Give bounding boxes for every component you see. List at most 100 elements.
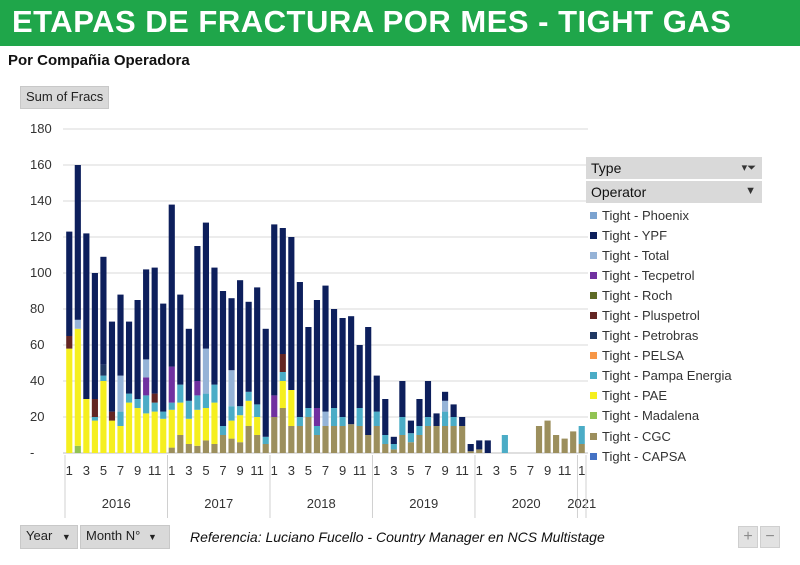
bar-segment — [185, 328, 192, 401]
bar-segment — [245, 391, 252, 401]
bar-segment — [459, 417, 466, 426]
bar-segment — [348, 424, 355, 453]
bar-segment — [211, 267, 218, 385]
bar-segment — [177, 384, 184, 403]
month-tick-label: 1 — [168, 463, 175, 478]
bar-segment — [125, 393, 133, 403]
bar-segment — [194, 395, 201, 410]
funnel-filter-icon[interactable]: ▾⏷ — [741, 162, 756, 174]
reference-note: Referencia: Luciano Fucello - Country Ma… — [190, 529, 605, 545]
bar-segment — [279, 408, 286, 453]
bar-segment — [143, 359, 150, 378]
bar-segment — [185, 418, 192, 444]
y-tick-label: 40 — [30, 373, 44, 388]
legend-swatch — [590, 251, 597, 259]
bar-segment — [160, 411, 167, 419]
bar-segment — [262, 444, 269, 453]
bar-segment — [83, 399, 90, 453]
bar-segment — [382, 444, 389, 453]
bar-segment — [561, 438, 568, 453]
legend-entry[interactable]: Tight - PELSA — [586, 346, 762, 366]
legend-entry[interactable]: Tight - Phoenix — [586, 205, 762, 225]
month-tick-label: 11 — [455, 463, 469, 478]
bar-segment — [450, 426, 457, 453]
bar-segment — [202, 408, 209, 441]
legend-swatch — [590, 372, 597, 380]
bar-segment — [194, 246, 201, 381]
month-tick-label: 7 — [219, 463, 226, 478]
bar-segment — [228, 370, 235, 407]
type-filter-button[interactable]: Type ▾⏷ — [586, 157, 762, 179]
bar-segment — [66, 348, 73, 453]
operator-filter-label: Operator — [591, 184, 647, 200]
bar-segment — [91, 273, 98, 399]
legend-entry[interactable]: Tight - PAE — [586, 386, 762, 406]
legend-entry[interactable]: Tight - Petrobras — [586, 326, 762, 346]
bar-segment — [245, 400, 252, 426]
chevron-down-icon[interactable]: ▼ — [745, 185, 756, 197]
bar-segment — [237, 442, 244, 453]
legend-entry[interactable]: Tight - Tecpetrol — [586, 265, 762, 285]
legend-entry[interactable]: Tight - Roch — [586, 285, 762, 305]
y-tick-label: 20 — [30, 409, 44, 424]
type-filter-label: Type — [591, 160, 622, 176]
bar-segment — [91, 417, 98, 421]
bar-segment — [296, 282, 303, 417]
legend-entry[interactable]: Tight - YPF — [586, 225, 762, 245]
bar-segment — [322, 426, 329, 453]
bar-segment — [271, 224, 278, 396]
bar-segment — [535, 426, 543, 453]
bar-segment — [279, 372, 286, 381]
month-tick-label: 3 — [493, 463, 500, 478]
bar-segment — [91, 420, 98, 453]
bar-segment — [373, 411, 380, 426]
month-tick-label: 11 — [558, 463, 572, 478]
bar-segment — [194, 445, 201, 453]
expand-plus-button[interactable]: + — [738, 526, 758, 548]
legend-label: Tight - Tecpetrol — [602, 267, 695, 283]
bar-segment — [151, 393, 158, 403]
bar-segment — [168, 447, 175, 453]
bar-segment — [185, 400, 192, 419]
bar-segment — [108, 321, 116, 412]
legend-entry[interactable]: Tight - Madalena — [586, 406, 762, 426]
bar-segment — [399, 417, 406, 435]
bar-segment — [416, 435, 423, 453]
month-tick-label: 5 — [407, 463, 414, 478]
month-tick-label: 3 — [83, 463, 90, 478]
operator-filter-button[interactable]: Operator ▼ — [586, 181, 762, 203]
month-tick-label: 5 — [510, 463, 517, 478]
legend-entry[interactable]: Tight - Pluspetrol — [586, 305, 762, 325]
legend-label: Tight - PAE — [602, 388, 668, 404]
month-tick-label: 1 — [373, 463, 380, 478]
collapse-minus-button[interactable]: − — [760, 526, 780, 548]
bar-segment — [125, 321, 133, 394]
month-tick-label: 11 — [250, 463, 264, 478]
month-axis-button[interactable]: Month N° ▼ — [80, 525, 170, 549]
legend-entry[interactable]: Tight - CAPSA — [586, 446, 762, 466]
legend-swatch — [590, 452, 597, 460]
bar-segment — [305, 408, 312, 417]
bar-segment — [373, 426, 380, 453]
legend-label: Tight - Madalena — [602, 408, 700, 424]
bar-segment — [544, 420, 551, 453]
bar-segment — [382, 399, 389, 435]
year-tick-label: 2017 — [204, 496, 233, 511]
bar-segment — [476, 449, 483, 453]
bar-segment — [177, 435, 184, 453]
bar-segment — [484, 440, 491, 453]
year-tick-label: 2020 — [512, 496, 541, 511]
bar-segment — [305, 327, 312, 408]
legend-swatch — [590, 412, 597, 420]
value-field-button[interactable]: Sum of Fracs — [20, 86, 110, 109]
bar-segment — [442, 411, 449, 426]
legend-entry[interactable]: Tight - Pampa Energia — [586, 366, 762, 386]
bar-segment — [151, 411, 158, 453]
bar-segment — [433, 413, 440, 426]
bar-segment — [442, 426, 449, 453]
legend-entry[interactable]: Tight - CGC — [586, 426, 762, 446]
year-axis-button[interactable]: Year ▼ — [20, 525, 78, 549]
legend-entry[interactable]: Tight - Total — [586, 245, 762, 265]
bar-segment — [185, 444, 192, 453]
bar-segment — [390, 436, 397, 444]
